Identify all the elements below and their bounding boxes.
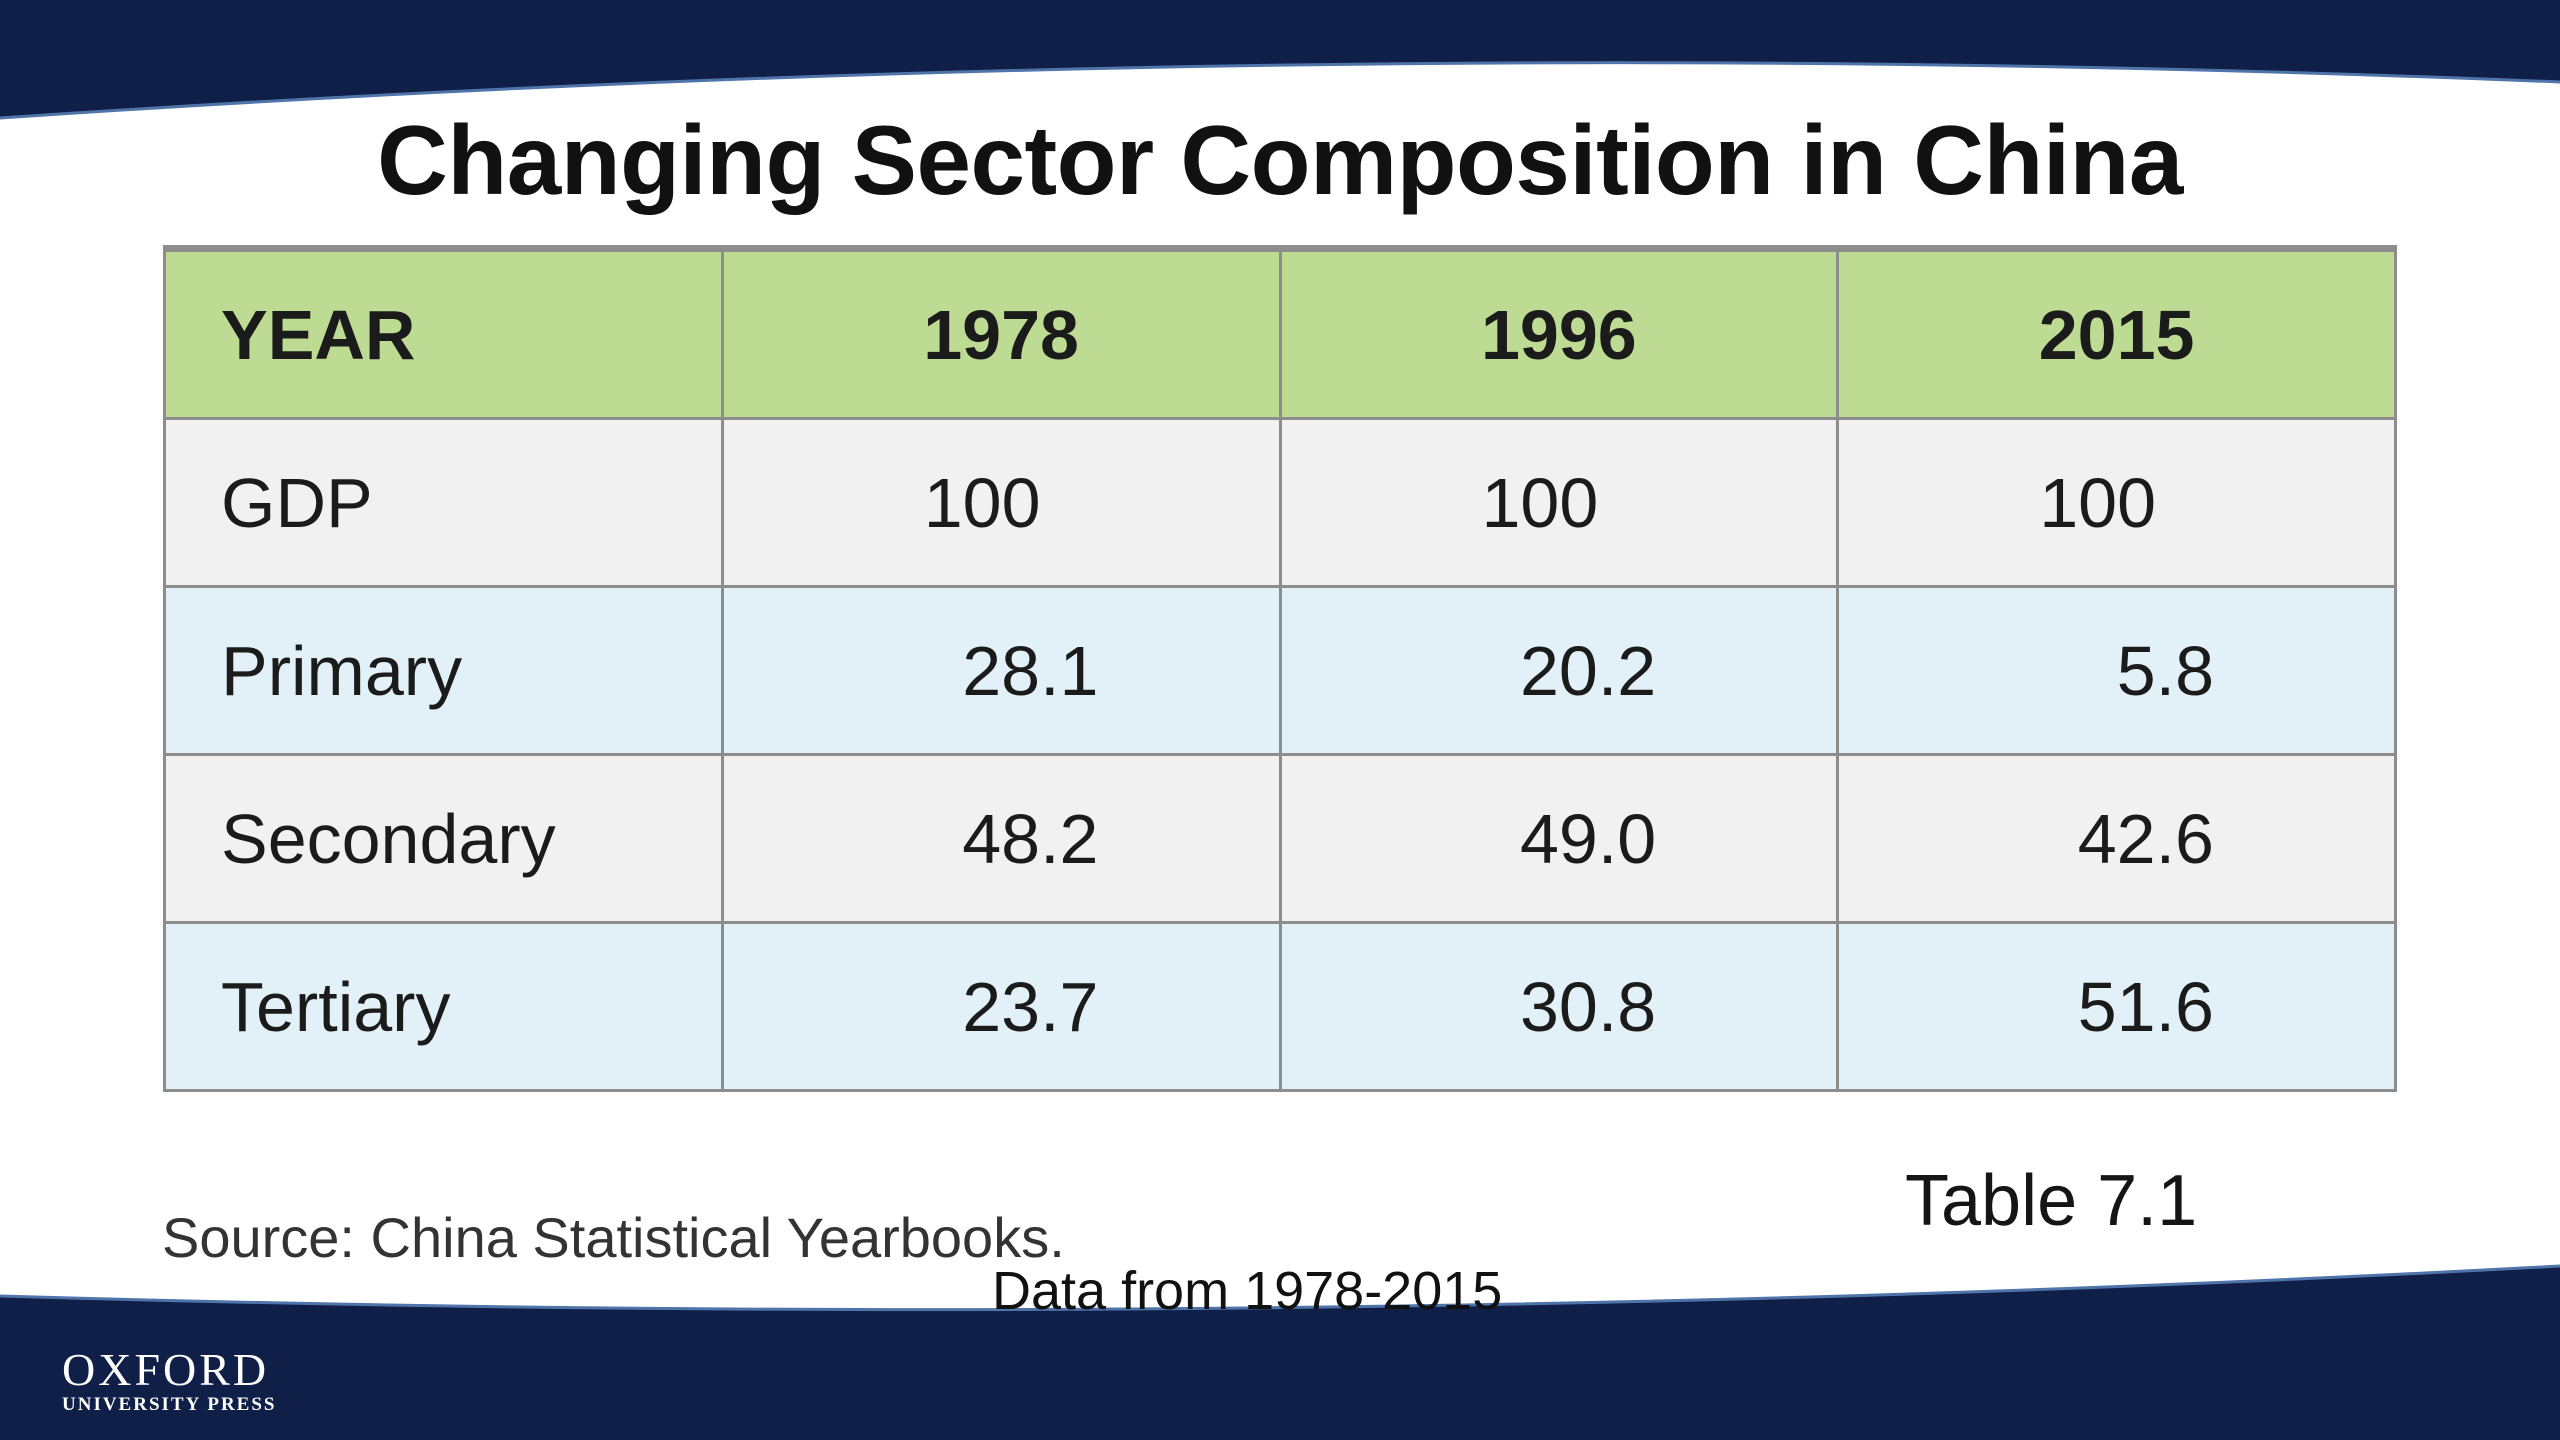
table-cell: 48.2 [720, 753, 1282, 924]
table-cell: 100 [1836, 417, 2397, 588]
table-cell: 49.0 [1278, 753, 1840, 924]
table-cell: 23.7 [720, 921, 1282, 1092]
table-cell: 100 [1278, 417, 1840, 588]
header-1978: 1978 [720, 245, 1282, 420]
table-row-secondary: Secondary 48.2 49.0 42.6 [163, 753, 2397, 924]
row-label: Secondary [163, 753, 724, 924]
table-cell: 42.6 [1836, 753, 2397, 924]
header-1996: 1996 [1278, 245, 1840, 420]
row-label: GDP [163, 417, 724, 588]
row-label: Tertiary [163, 921, 724, 1092]
table-row-tertiary: Tertiary 23.7 30.8 51.6 [163, 921, 2397, 1092]
row-label: Primary [163, 585, 724, 756]
logo-subline: UNIVERSITY PRESS [62, 1394, 277, 1415]
header-year: YEAR [163, 245, 724, 420]
table-number-label: Table 7.1 [1905, 1161, 2198, 1241]
header-2015: 2015 [1836, 245, 2397, 420]
table-cell: 100 [720, 417, 1282, 588]
sector-composition-table: YEAR 1978 1996 2015 GDP 100 100 100 Prim… [163, 245, 2397, 1092]
logo-wordmark: OXFORD [62, 1344, 270, 1395]
bottom-banner [0, 1264, 2560, 1440]
table-header-row: YEAR 1978 1996 2015 [163, 245, 2397, 420]
table-cell: 28.1 [720, 585, 1282, 756]
top-banner [0, 0, 2560, 120]
source-note: Source: China Statistical Yearbooks. [162, 1206, 1065, 1269]
table-cell: 51.6 [1836, 921, 2397, 1092]
slide-title: Changing Sector Composition in China [377, 105, 2183, 215]
table-row-primary: Primary 28.1 20.2 5.8 [163, 585, 2397, 756]
data-range-caption: Data from 1978-2015 [992, 1261, 1503, 1321]
table-row-gdp: GDP 100 100 100 [163, 417, 2397, 588]
table-cell: 20.2 [1278, 585, 1840, 756]
table-cell: 5.8 [1836, 585, 2397, 756]
oxford-logo: OXFORD UNIVERSITY PRESS [62, 1346, 277, 1416]
table-cell: 30.8 [1278, 921, 1840, 1092]
